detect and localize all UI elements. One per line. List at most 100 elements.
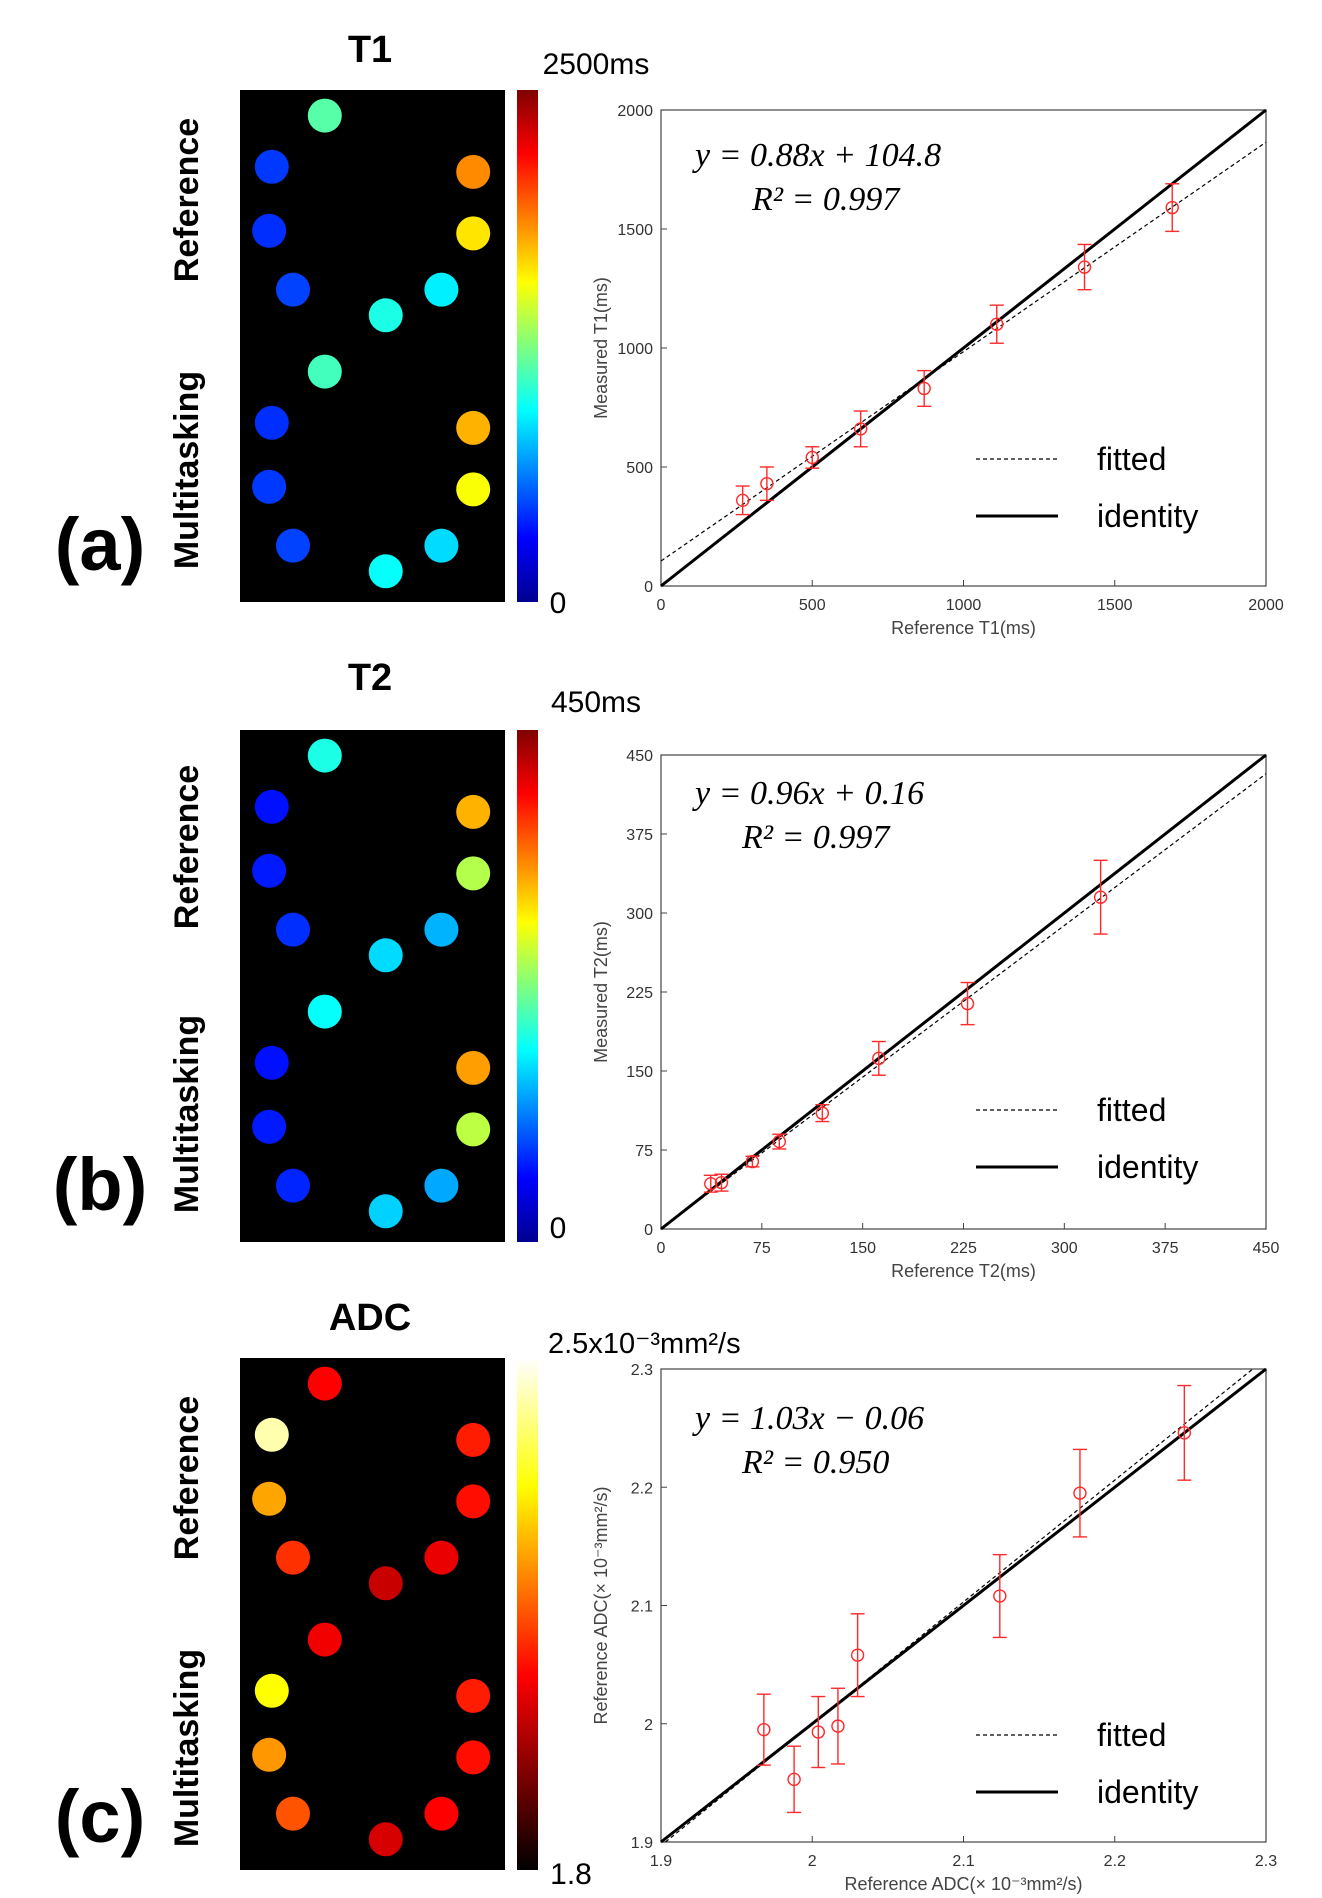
phantom-vial-reference <box>276 272 310 307</box>
panel-label: (c) <box>55 1775 145 1858</box>
y-tick-label: 2.1 <box>631 1599 653 1616</box>
y-tick-label: 300 <box>626 906 653 923</box>
phantom-vial-reference <box>456 1484 491 1519</box>
phantom-vial-multitasking <box>276 1796 310 1831</box>
phantom-vial-multitasking <box>254 1045 289 1080</box>
x-tick-label: 500 <box>799 597 826 614</box>
colorbar-max-label: 2.5x10⁻³mm²/s <box>548 1328 741 1360</box>
colorbar-gradient <box>517 90 538 602</box>
data-point <box>811 1725 825 1739</box>
fit-equation: y = 0.96x + 0.16 <box>692 775 924 812</box>
legend-fitted-label: fitted <box>1097 1092 1166 1128</box>
phantom-vial-reference <box>307 98 342 133</box>
scatter-chart: 0 75 150 225 300 375 450 0 75 150 225 300 375 450 Refe… <box>591 748 1279 1281</box>
phantom-vial-multitasking <box>276 1168 310 1203</box>
phantom-vial-reference <box>424 912 459 947</box>
x-tick-label: 1500 <box>1097 597 1133 614</box>
phantom-vial-multitasking <box>368 554 403 589</box>
data-point <box>745 1154 760 1169</box>
phantom-vial-multitasking <box>424 1168 459 1203</box>
x-tick-label: 375 <box>1152 1240 1179 1257</box>
r-squared: R² = 0.950 <box>741 1444 889 1481</box>
x-tick-label: 75 <box>753 1240 771 1257</box>
y-tick-label: 225 <box>626 985 653 1002</box>
phantom-vial-multitasking <box>368 1822 403 1857</box>
row-label-multitasking: Multitasking <box>168 371 206 569</box>
identity-line <box>660 753 1267 1231</box>
x-tick-label: 2.3 <box>1255 1853 1277 1870</box>
data-point <box>757 1722 771 1737</box>
data-point <box>917 381 931 396</box>
phantom-vial-reference <box>456 794 491 829</box>
data-point <box>831 1719 845 1733</box>
panel-c-svg: ADC 2.5x10⁻³mm²/s 1.8 Reference Multitas… <box>55 1297 1277 1894</box>
phantom-vial-reference <box>368 938 403 973</box>
phantom-vial-multitasking <box>252 469 287 504</box>
data-point <box>1077 260 1092 274</box>
colorbar-gradient <box>517 1358 538 1870</box>
y-tick-label: 0 <box>644 579 653 596</box>
row-label-multitasking: Multitasking <box>168 1015 206 1213</box>
phantom-vial-reference <box>254 1417 289 1452</box>
phantom-vial-reference <box>456 154 491 189</box>
data-point <box>714 1175 729 1190</box>
x-tick-label: 2 <box>808 1853 817 1870</box>
phantom-map <box>240 90 505 602</box>
x-tick-label: 2.2 <box>1104 1853 1126 1870</box>
r-squared: R² = 0.997 <box>751 181 901 218</box>
y-tick-label: 150 <box>626 1064 653 1081</box>
phantom-vial-multitasking <box>307 994 342 1029</box>
panel-label: (a) <box>55 503 145 586</box>
colorbar-min-label: 0 <box>550 1212 567 1245</box>
phantom-vial-multitasking <box>456 1678 491 1713</box>
y-axis-label: Reference ADC(× 10⁻³mm²/s) <box>591 1486 611 1724</box>
x-tick-label: 2.1 <box>952 1853 974 1870</box>
y-tick-label: 1000 <box>617 341 653 358</box>
x-tick-label: 225 <box>950 1240 977 1257</box>
map-title: ADC <box>329 1297 411 1339</box>
row-label-reference: Reference <box>168 1396 206 1560</box>
fitted-line <box>660 773 1267 1230</box>
phantom-vial-multitasking <box>307 354 342 389</box>
data-point <box>735 493 750 508</box>
r-squared: R² = 0.997 <box>741 819 891 856</box>
phantom-vial-reference <box>368 298 403 333</box>
y-tick-label: 75 <box>635 1143 653 1160</box>
data-point <box>960 996 975 1011</box>
y-tick-label: 2 <box>644 1717 653 1734</box>
phantom-vial-multitasking <box>254 1673 289 1708</box>
fit-equation: y = 1.03x − 0.06 <box>692 1400 924 1437</box>
legend-identity-label: identity <box>1097 498 1198 534</box>
data-point <box>815 1106 830 1120</box>
panel-a-svg: T1 2500ms 0 Reference Multitasking (a) 0… <box>55 29 1284 638</box>
panel-b: T2 450ms 0 Reference Multitasking (b) 0 7… <box>0 640 1322 1281</box>
data-point <box>1093 890 1108 904</box>
phantom-vial-multitasking <box>456 410 491 445</box>
phantom-vial-reference <box>254 149 289 184</box>
row-label-reference: Reference <box>168 765 206 929</box>
map-title: T2 <box>348 657 392 699</box>
colorbar-max-label: 450ms <box>551 686 641 719</box>
x-axis-label: Reference T1(ms) <box>891 618 1036 638</box>
scatter-chart: 1.9 2 2.1 2.2 2.3 1.9 2 2.1 2.2 2.3 Reference ADC(… <box>591 1362 1277 1894</box>
phantom-vial-multitasking <box>276 528 310 563</box>
y-tick-label: 2.2 <box>631 1480 653 1497</box>
phantom-vial-multitasking <box>252 1109 287 1144</box>
phantom-vial-reference <box>252 213 287 248</box>
colorbar-min-label: 1.8 <box>550 1858 592 1891</box>
data-point <box>704 1177 718 1191</box>
phantom-vial-reference <box>254 789 289 824</box>
y-tick-label: 450 <box>626 748 653 765</box>
colorbar <box>517 90 538 602</box>
phantom-vial-multitasking <box>456 1112 491 1147</box>
phantom-vial-multitasking <box>252 1737 287 1772</box>
phantom-vial-reference <box>424 272 459 307</box>
x-tick-label: 300 <box>1051 1240 1078 1257</box>
y-tick-label: 1500 <box>617 222 653 239</box>
x-tick-label: 450 <box>1253 1240 1280 1257</box>
legend-identity-label: identity <box>1097 1774 1198 1810</box>
phantom-map <box>240 730 505 1242</box>
y-tick-label: 500 <box>626 460 653 477</box>
x-axis-label: Reference ADC(× 10⁻³mm²/s) <box>844 1874 1082 1894</box>
colorbar-gradient <box>517 730 538 1242</box>
